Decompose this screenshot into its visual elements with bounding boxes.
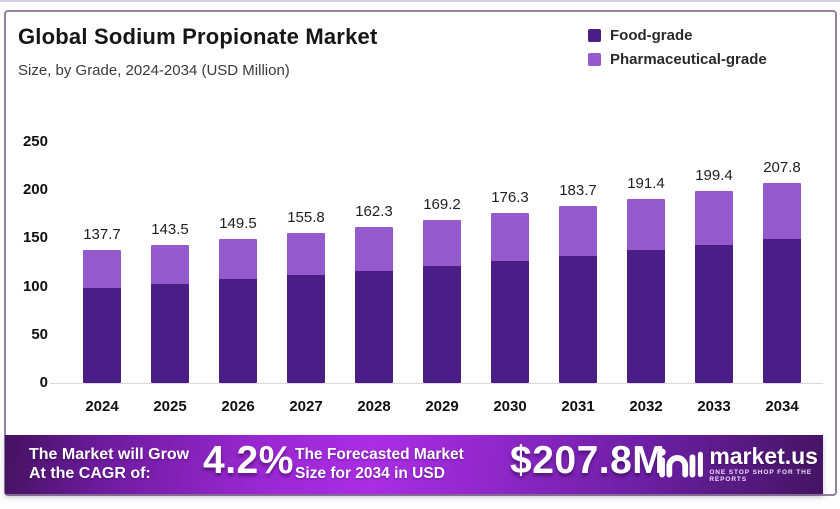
pharmaceutical-grade-swatch-icon bbox=[588, 53, 601, 66]
bar-value-label-2032: 191.4 bbox=[627, 174, 665, 192]
bar-2032-food-grade-segment bbox=[627, 250, 665, 383]
y-axis-label-200: 200 bbox=[22, 181, 48, 199]
forecast-label-line2: Size for 2034 in USD bbox=[295, 465, 445, 482]
bar-2030-pharmaceutical-grade-segment bbox=[491, 213, 529, 261]
top-hairline bbox=[0, 0, 840, 2]
bar-value-label-2031: 183.7 bbox=[559, 181, 597, 199]
bar-value-label-2026: 149.5 bbox=[219, 214, 257, 232]
bar-2028-pharmaceutical-grade-segment bbox=[355, 226, 393, 271]
x-axis-label-2027: 2027 bbox=[289, 398, 323, 415]
y-axis-label-250: 250 bbox=[22, 133, 48, 150]
bar-2026-food-grade-segment bbox=[219, 279, 257, 383]
forecast-label-line1: The Forecasted Market bbox=[295, 446, 464, 463]
brand-logo-group: market.us ONE STOP SHOP FOR THE REPORTS bbox=[657, 443, 828, 483]
x-axis-label-2033: 2033 bbox=[697, 398, 731, 415]
x-axis-label-2030: 2030 bbox=[493, 398, 527, 415]
legend-item-food-grade: Food-grade bbox=[588, 27, 767, 44]
bar-2027 bbox=[287, 232, 325, 383]
bar-2033-pharmaceutical-grade-segment bbox=[695, 190, 733, 245]
y-axis-label-0: 0 bbox=[39, 374, 48, 391]
bar-value-label-2028: 162.3 bbox=[355, 202, 393, 220]
bar-2028-food-grade-segment bbox=[355, 270, 393, 383]
brand-name: market.us bbox=[709, 442, 818, 469]
bar-2034 bbox=[763, 182, 801, 383]
y-axis-label-150: 150 bbox=[22, 229, 48, 247]
x-axis-label-2024: 2024 bbox=[85, 398, 119, 415]
legend-label: Pharmaceutical-grade bbox=[610, 51, 767, 68]
bar-2034-food-grade-segment bbox=[763, 238, 801, 383]
bar-2033 bbox=[695, 190, 733, 383]
bar-2026-pharmaceutical-grade-segment bbox=[219, 238, 257, 280]
bar-2025-food-grade-segment bbox=[151, 283, 189, 383]
brand-text: market.us ONE STOP SHOP FOR THE REPORTS bbox=[709, 444, 827, 483]
legend-label: Food-grade bbox=[610, 27, 693, 44]
bar-2031 bbox=[559, 205, 597, 383]
bar-2034-pharmaceutical-grade-segment bbox=[763, 182, 801, 239]
bar-2025 bbox=[151, 244, 189, 383]
bar-2029-food-grade-segment bbox=[423, 265, 461, 383]
bar-value-label-2027: 155.8 bbox=[287, 208, 325, 226]
x-axis-label-2029: 2029 bbox=[425, 398, 459, 415]
y-axis-label-50: 50 bbox=[31, 325, 48, 343]
x-axis-label-2028: 2028 bbox=[357, 398, 391, 415]
cagr-label: The Market will Grow At the CAGR of: bbox=[29, 445, 189, 483]
forecast-value: $207.8M bbox=[510, 439, 666, 482]
market-us-logo-icon bbox=[658, 448, 703, 478]
cagr-banner: The Market will Grow At the CAGR of: 4.2… bbox=[5, 435, 823, 494]
forecast-label: The Forecasted Market Size for 2034 in U… bbox=[295, 445, 464, 483]
bar-2027-pharmaceutical-grade-segment bbox=[287, 232, 325, 276]
x-axis-label-2025: 2025 bbox=[153, 398, 187, 415]
x-axis-label-2026: 2026 bbox=[221, 398, 255, 415]
cagr-label-line1: The Market will Grow bbox=[29, 446, 190, 463]
bar-2031-food-grade-segment bbox=[559, 255, 597, 383]
bar-value-label-2024: 137.7 bbox=[83, 226, 121, 244]
bar-2026 bbox=[219, 238, 257, 383]
bar-2025-pharmaceutical-grade-segment bbox=[151, 244, 189, 284]
plot-area: 137.7 143.5 149.5 155.8 162.3 169.2 176.3 183.7… bbox=[55, 142, 823, 383]
legend-item-pharmaceutical-grade: Pharmaceutical-grade bbox=[588, 51, 767, 68]
chart-title: Global Sodium Propionate Market bbox=[18, 24, 378, 49]
cagr-label-line2: At the CAGR of: bbox=[29, 465, 151, 482]
bar-2030 bbox=[491, 213, 529, 383]
bar-2028 bbox=[355, 226, 393, 383]
bar-2030-food-grade-segment bbox=[491, 260, 529, 383]
brand-tagline: ONE STOP SHOP FOR THE REPORTS bbox=[709, 468, 813, 483]
bar-2033-food-grade-segment bbox=[695, 244, 733, 383]
x-axis-label-2032: 2032 bbox=[629, 398, 663, 415]
bar-value-label-2033: 199.4 bbox=[695, 166, 733, 184]
bar-2027-food-grade-segment bbox=[287, 275, 325, 383]
y-axis-label-100: 100 bbox=[22, 277, 48, 295]
bar-value-label-2034: 207.8 bbox=[763, 158, 801, 176]
bar-2031-pharmaceutical-grade-segment bbox=[559, 205, 597, 256]
x-axis-label-2034: 2034 bbox=[765, 398, 799, 415]
bar-2029 bbox=[423, 219, 461, 383]
food-grade-swatch-icon bbox=[588, 29, 601, 42]
bar-2032 bbox=[627, 198, 665, 383]
bar-value-label-2030: 176.3 bbox=[491, 189, 529, 207]
x-axis-label-2031: 2031 bbox=[561, 398, 595, 415]
x-axis-baseline bbox=[50, 383, 823, 384]
chart-legend: Food-grade Pharmaceutical-grade bbox=[588, 27, 767, 75]
bar-2024-pharmaceutical-grade-segment bbox=[83, 250, 121, 288]
bar-value-label-2025: 143.5 bbox=[151, 220, 189, 238]
chart-subtitle: Size, by Grade, 2024-2034 (USD Million) bbox=[18, 62, 290, 79]
bar-2029-pharmaceutical-grade-segment bbox=[423, 219, 461, 266]
bar-value-label-2029: 169.2 bbox=[423, 195, 461, 213]
cagr-value: 4.2% bbox=[203, 439, 294, 482]
bar-2032-pharmaceutical-grade-segment bbox=[627, 198, 665, 251]
bar-2024 bbox=[83, 250, 121, 383]
bar-2024-food-grade-segment bbox=[83, 287, 121, 383]
